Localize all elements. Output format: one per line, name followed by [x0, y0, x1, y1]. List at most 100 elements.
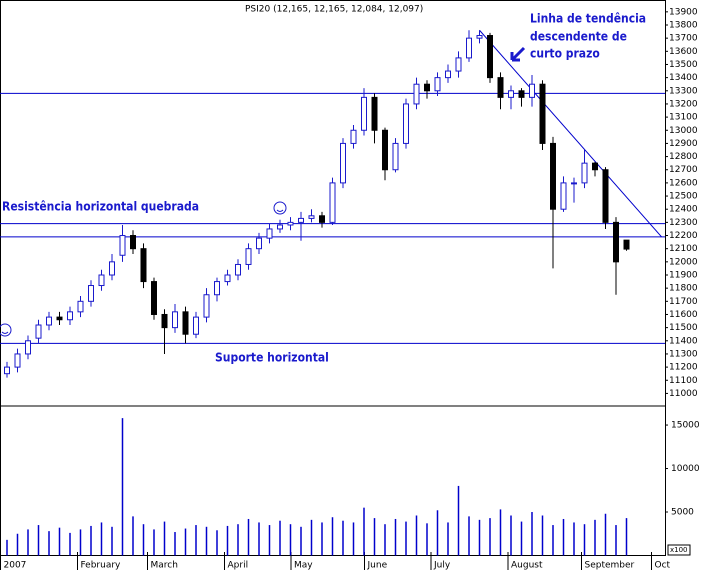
x-tick-label: September — [585, 561, 635, 570]
y-tick-label: 12800 — [669, 152, 698, 162]
candle-body — [466, 37, 472, 59]
candle-body — [182, 311, 189, 335]
y-tick-label: 12400 — [669, 205, 698, 215]
candle-body — [193, 316, 199, 335]
candle-body — [392, 142, 399, 171]
candle-body — [434, 77, 441, 92]
candle-body — [161, 313, 168, 329]
y-tick-label: 13500 — [669, 60, 698, 70]
y-tick-label: 12000 — [669, 257, 698, 267]
candle-body — [319, 215, 325, 223]
x-tick-label: June — [367, 561, 388, 570]
x-tick-label: July — [433, 561, 451, 570]
y-tick-label: 11900 — [669, 271, 698, 281]
candle-body — [361, 96, 367, 131]
candle-body — [308, 215, 315, 219]
candle-body — [613, 221, 619, 263]
candle-body — [539, 83, 546, 144]
candle-body — [623, 239, 630, 250]
annotation: curto prazo — [530, 47, 600, 61]
y-tick-label: 13900 — [669, 7, 698, 17]
x-tick-label: Oct — [655, 561, 671, 570]
y-tick-label: 13200 — [669, 99, 698, 109]
y-tick-label: 11500 — [669, 323, 698, 333]
y2-tick-label: 15000 — [671, 421, 700, 431]
candle-body — [560, 182, 567, 210]
y-tick-label: 11200 — [669, 363, 698, 373]
x-tick-label: April — [228, 561, 249, 570]
candle-body — [424, 83, 430, 92]
candle-body — [77, 300, 84, 313]
candle-body — [203, 294, 210, 318]
y-tick-label: 12700 — [669, 165, 698, 175]
candle-body — [4, 366, 10, 375]
x-tick-label: May — [294, 561, 313, 570]
unit-box — [667, 544, 691, 556]
trend-line — [479, 29, 662, 238]
y-tick-label: 13300 — [669, 86, 698, 96]
candle-body — [497, 77, 504, 98]
x-tick-label: March — [151, 561, 178, 570]
candle-body — [25, 340, 31, 355]
volume-unit: x100 — [670, 546, 688, 554]
candle-body — [287, 221, 294, 226]
y-tick-label: 12300 — [669, 218, 698, 228]
annotation: Resistência horizontal quebrada — [2, 200, 199, 214]
candle-body — [592, 162, 598, 171]
annotation: descendente de — [530, 30, 627, 44]
y-tick-label: 11600 — [669, 310, 698, 320]
candle-body — [214, 281, 220, 296]
candle-body — [98, 274, 105, 287]
candle-body — [518, 90, 525, 98]
y-tick-label: 13800 — [669, 21, 698, 31]
candle-body — [266, 228, 273, 239]
candle-body — [130, 235, 136, 250]
candle-body — [413, 83, 420, 105]
y-tick-label: 11000 — [669, 389, 698, 399]
x-tick-label: 2007 — [4, 561, 27, 570]
candle-body — [46, 316, 52, 326]
y-tick-label: 12900 — [669, 139, 698, 149]
candle-body — [151, 281, 157, 315]
y-tick-label: 13700 — [669, 34, 698, 44]
candle-body — [550, 142, 556, 210]
y-tick-label: 12500 — [669, 192, 698, 202]
arrow — [510, 46, 526, 62]
y-tick-label: 12100 — [669, 244, 698, 254]
candle-body — [350, 129, 357, 144]
y2-tick-label: 10000 — [671, 464, 700, 474]
candle-body — [245, 248, 252, 265]
y-tick-label: 13100 — [669, 113, 698, 123]
y-tick-label: 13600 — [669, 47, 698, 57]
candle-body — [235, 263, 241, 276]
candle-body — [67, 311, 73, 321]
candle-body — [109, 261, 115, 276]
candle-body — [119, 235, 126, 256]
candle-body — [382, 129, 388, 171]
candle-body — [140, 248, 147, 283]
candle-body — [403, 103, 409, 144]
candle-body — [56, 316, 63, 321]
candle-body — [329, 182, 336, 223]
candle-body — [371, 96, 378, 131]
candle-body — [455, 57, 462, 72]
x-tick-label: August — [511, 561, 543, 570]
candle-body — [256, 237, 262, 250]
y-tick-label: 13000 — [669, 126, 698, 136]
y-tick-label: 11800 — [669, 284, 698, 294]
y-tick-label: 12200 — [669, 231, 698, 241]
candle-body — [88, 285, 94, 302]
candle-body — [277, 224, 283, 230]
candle-body — [487, 35, 493, 79]
candle-body — [571, 182, 577, 185]
y-tick-label: 11700 — [669, 297, 698, 307]
y-tick-label: 11300 — [669, 349, 698, 359]
y-tick-label: 11400 — [669, 336, 698, 346]
y-tick-label: 13400 — [669, 73, 698, 83]
candle-body — [172, 311, 178, 329]
candle-body — [529, 83, 535, 98]
y-tick-label: 11100 — [669, 376, 698, 386]
smiley — [0, 201, 287, 337]
annotation: Suporte horizontal — [215, 351, 329, 365]
